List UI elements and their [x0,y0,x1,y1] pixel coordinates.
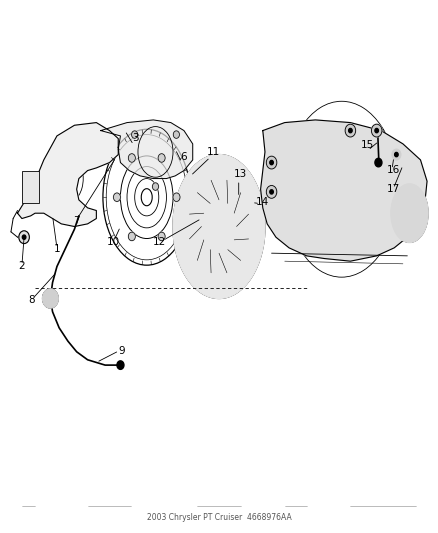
Text: 7: 7 [73,216,80,226]
Text: 8: 8 [28,295,35,305]
Text: 13: 13 [233,169,247,179]
Circle shape [158,154,165,162]
Circle shape [345,124,356,137]
Circle shape [22,235,26,239]
Text: 2: 2 [18,261,25,271]
Circle shape [270,190,273,194]
Polygon shape [18,123,118,227]
Circle shape [128,154,135,162]
Circle shape [131,131,138,139]
Ellipse shape [391,184,428,243]
Text: 12: 12 [153,237,166,247]
Text: 10: 10 [106,237,120,247]
Polygon shape [101,120,193,179]
Circle shape [375,128,378,133]
Text: 1: 1 [53,244,60,254]
Polygon shape [261,120,427,261]
Circle shape [113,193,120,201]
Circle shape [266,156,277,169]
Circle shape [349,128,352,133]
Circle shape [19,231,29,244]
Text: 6: 6 [180,152,187,162]
Circle shape [173,131,180,139]
Circle shape [266,185,277,198]
Text: 17: 17 [387,184,400,194]
Text: 16: 16 [387,165,400,175]
Text: 14: 14 [256,197,269,207]
Text: 11: 11 [207,147,220,157]
Text: 2003 Chrysler PT Cruiser  4668976AA: 2003 Chrysler PT Cruiser 4668976AA [147,513,291,521]
Circle shape [375,158,382,167]
Circle shape [392,149,401,160]
Circle shape [270,160,273,165]
Ellipse shape [173,155,265,298]
Circle shape [42,289,58,308]
Circle shape [371,124,382,137]
Text: 15: 15 [360,140,374,150]
Circle shape [117,361,124,369]
Circle shape [173,193,180,201]
Circle shape [152,183,159,190]
Circle shape [395,152,398,157]
Text: 3: 3 [132,133,139,143]
Text: 9: 9 [118,346,125,357]
Bar [22,171,39,203]
Circle shape [158,232,165,241]
Circle shape [128,232,135,241]
